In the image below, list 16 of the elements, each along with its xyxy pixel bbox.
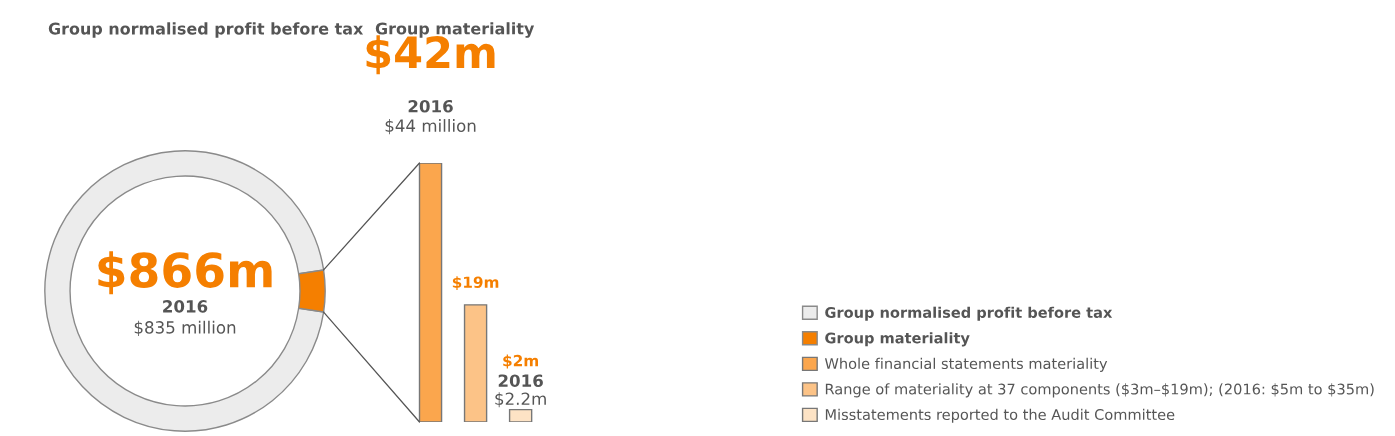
data-label: $19m xyxy=(452,276,499,291)
donut-slice xyxy=(44,150,325,432)
legend-label: Group materiality xyxy=(825,332,970,347)
chart-title: Group normalised profit before tax xyxy=(48,22,364,38)
text: $835 million xyxy=(134,320,236,336)
text: 2016 xyxy=(163,300,208,313)
text: $44 million xyxy=(385,119,476,135)
text: 2016 xyxy=(408,99,453,113)
legend-label: Whole financial statements materiality xyxy=(824,357,1108,372)
data-label: $2m xyxy=(503,354,538,369)
legend-label: Misstatements reported to the Audit Committee xyxy=(825,408,1175,423)
legend-label: Group normalised profit before tax xyxy=(825,306,1113,321)
annotation: $2.2m xyxy=(495,392,546,408)
text: $866m xyxy=(98,251,272,295)
legend-label: Range of materiality at 37 components ($3m–$19m); (2016: $5m to $35m) xyxy=(825,383,1374,398)
annotation: 2016 xyxy=(498,374,543,387)
